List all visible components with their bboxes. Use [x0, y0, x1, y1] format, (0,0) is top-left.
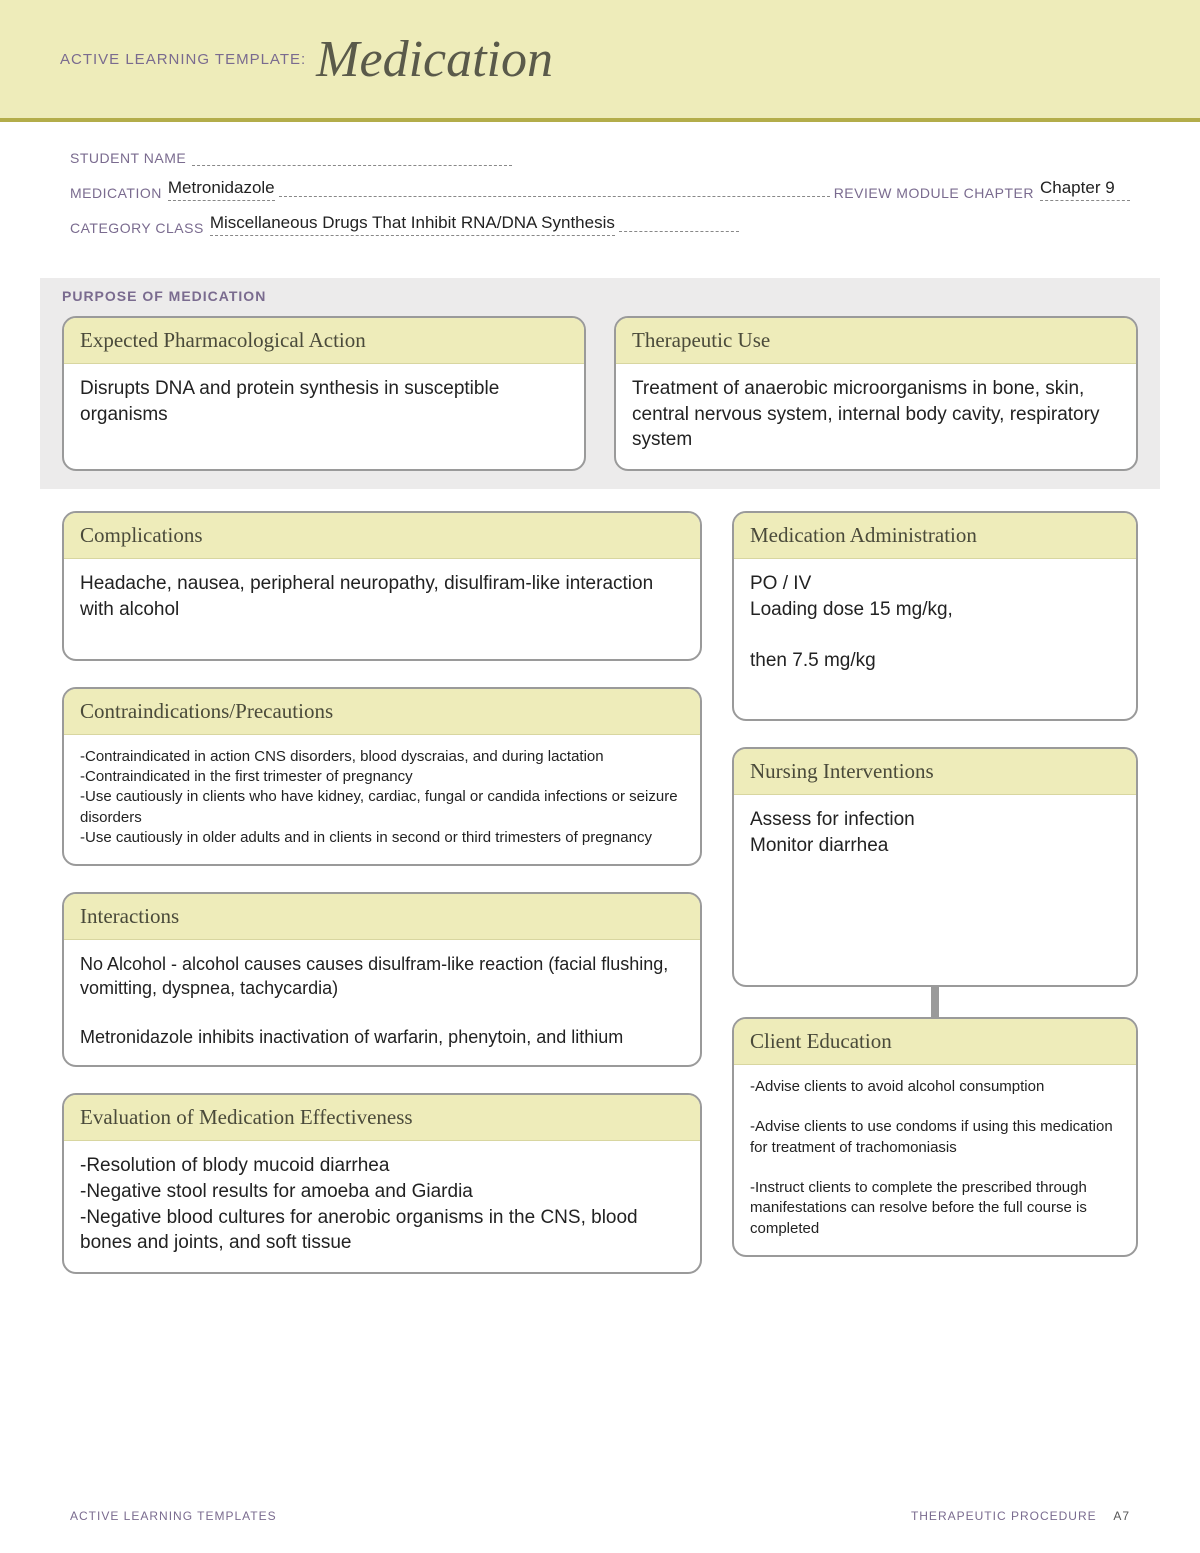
- interactions-card: Interactions No Alcohol - alcohol causes…: [62, 892, 702, 1067]
- expected-action-body: Disrupts DNA and protein synthesis in su…: [64, 364, 584, 469]
- category-label: CATEGORY CLASS: [70, 220, 204, 236]
- education-card: Client Education -Advise clients to avoi…: [732, 1017, 1138, 1257]
- therapeutic-use-body: Treatment of anaerobic microorganisms in…: [616, 364, 1136, 469]
- administration-body: PO / IV Loading dose 15 mg/kg, then 7.5 …: [734, 559, 1136, 719]
- medication-label: MEDICATION: [70, 185, 162, 201]
- student-name-label: STUDENT NAME: [70, 150, 186, 166]
- purpose-label: PURPOSE OF MEDICATION: [62, 288, 1138, 304]
- line-fill: [619, 231, 739, 232]
- purpose-section: PURPOSE OF MEDICATION Expected Pharmacol…: [40, 278, 1160, 489]
- right-column: Medication Administration PO / IV Loadin…: [732, 511, 1138, 1274]
- interactions-body: No Alcohol - alcohol causes causes disul…: [64, 940, 700, 1065]
- complications-card: Complications Headache, nausea, peripher…: [62, 511, 702, 661]
- therapeutic-use-card: Therapeutic Use Treatment of anaerobic m…: [614, 316, 1138, 471]
- medication-value[interactable]: Metronidazole: [168, 178, 275, 201]
- education-body: -Advise clients to avoid alcohol consump…: [734, 1065, 1136, 1255]
- student-name-row: STUDENT NAME: [70, 150, 1130, 166]
- evaluation-card: Evaluation of Medication Effectiveness -…: [62, 1093, 702, 1274]
- review-group: REVIEW MODULE CHAPTER Chapter 9: [834, 178, 1130, 201]
- footer-right: THERAPEUTIC PROCEDURE A7: [911, 1509, 1130, 1523]
- review-value[interactable]: Chapter 9: [1040, 178, 1130, 201]
- evaluation-body: -Resolution of blody mucoid diarrhea -Ne…: [64, 1141, 700, 1272]
- category-value[interactable]: Miscellaneous Drugs That Inhibit RNA/DNA…: [210, 213, 615, 236]
- nursing-body: Assess for infection Monitor diarrhea: [734, 795, 1136, 985]
- footer-page: A7: [1113, 1509, 1130, 1523]
- left-column: Complications Headache, nausea, peripher…: [62, 511, 702, 1274]
- administration-title: Medication Administration: [734, 513, 1136, 559]
- student-name-value[interactable]: [192, 163, 512, 166]
- nursing-title: Nursing Interventions: [734, 749, 1136, 795]
- contraindications-card: Contraindications/Precautions -Contraind…: [62, 687, 702, 866]
- complications-title: Complications: [64, 513, 700, 559]
- contraindications-body: -Contraindicated in action CNS disorders…: [64, 735, 700, 864]
- review-label: REVIEW MODULE CHAPTER: [834, 185, 1034, 201]
- banner-prefix: ACTIVE LEARNING TEMPLATE:: [60, 51, 306, 68]
- banner-title: Medication: [316, 30, 553, 89]
- interactions-title: Interactions: [64, 894, 700, 940]
- content-area: Complications Headache, nausea, peripher…: [0, 489, 1200, 1294]
- complications-body: Headache, nausea, peripheral neuropathy,…: [64, 559, 700, 659]
- category-row: CATEGORY CLASS Miscellaneous Drugs That …: [70, 213, 1130, 236]
- expected-action-card: Expected Pharmacological Action Disrupts…: [62, 316, 586, 471]
- administration-card: Medication Administration PO / IV Loadin…: [732, 511, 1138, 721]
- footer-left: ACTIVE LEARNING TEMPLATES: [70, 1509, 277, 1523]
- page: ACTIVE LEARNING TEMPLATE: Medication STU…: [0, 0, 1200, 1553]
- contraindications-title: Contraindications/Precautions: [64, 689, 700, 735]
- nursing-card: Nursing Interventions Assess for infecti…: [732, 747, 1138, 987]
- connector-line: [931, 987, 939, 1017]
- medication-row: MEDICATION Metronidazole REVIEW MODULE C…: [70, 178, 1130, 201]
- footer: ACTIVE LEARNING TEMPLATES THERAPEUTIC PR…: [70, 1509, 1130, 1523]
- line-fill: [279, 196, 830, 197]
- therapeutic-use-title: Therapeutic Use: [616, 318, 1136, 364]
- footer-right-label: THERAPEUTIC PROCEDURE: [911, 1509, 1097, 1523]
- evaluation-title: Evaluation of Medication Effectiveness: [64, 1095, 700, 1141]
- expected-action-title: Expected Pharmacological Action: [64, 318, 584, 364]
- education-title: Client Education: [734, 1019, 1136, 1065]
- meta-block: STUDENT NAME MEDICATION Metronidazole RE…: [0, 122, 1200, 268]
- banner: ACTIVE LEARNING TEMPLATE: Medication: [0, 0, 1200, 122]
